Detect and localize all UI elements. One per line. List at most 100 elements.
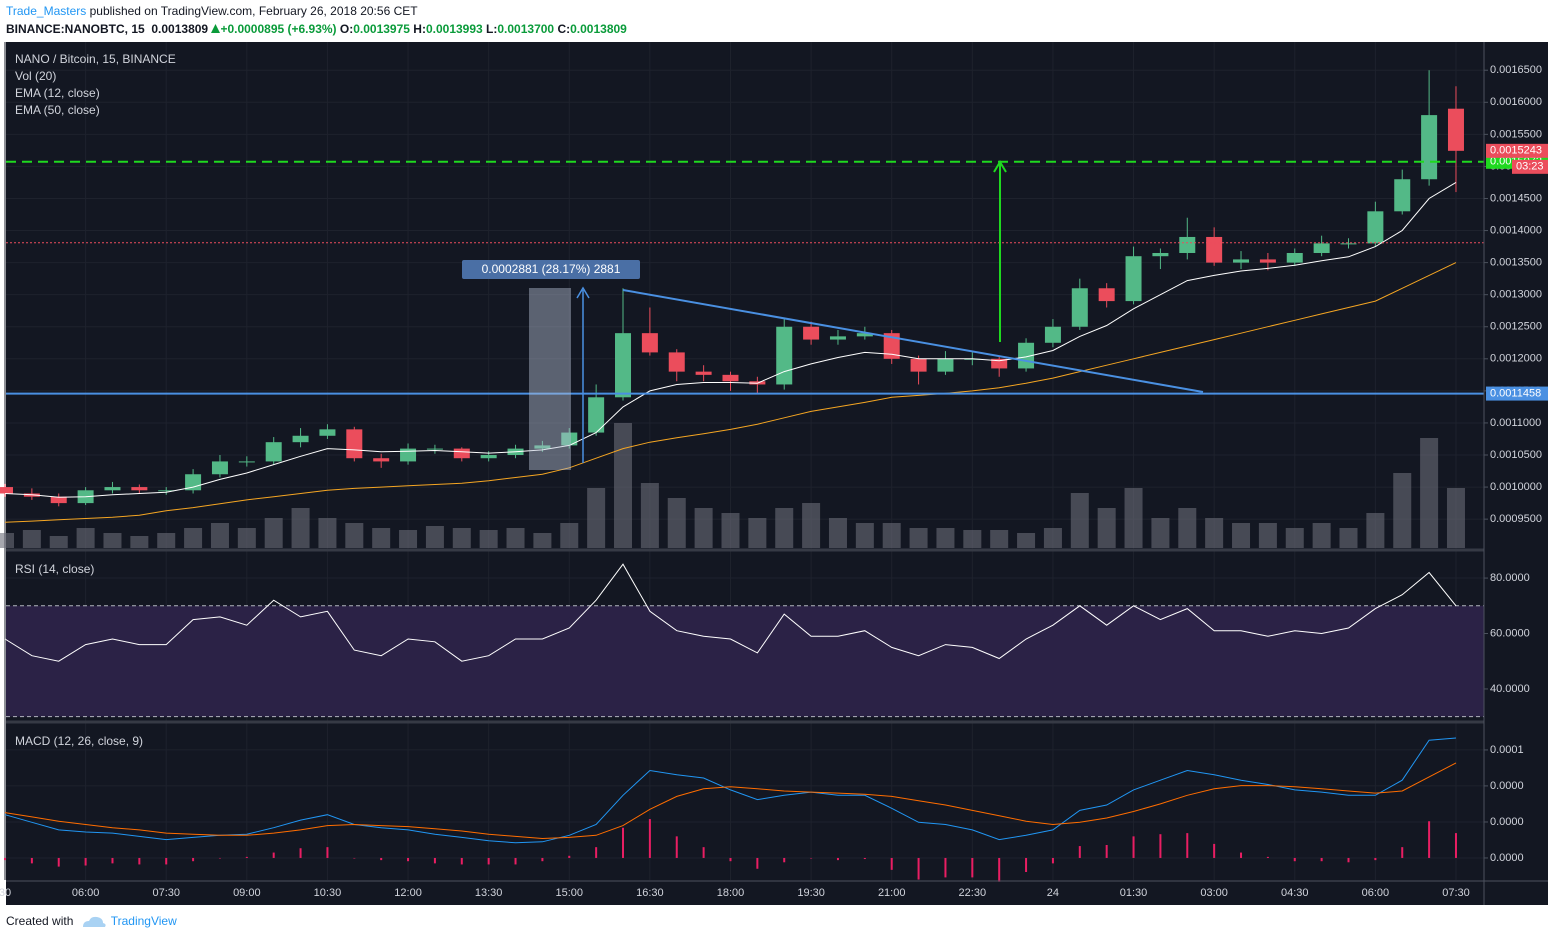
ema-line [4,181,1457,498]
volume-bar [1205,518,1224,548]
histogram-bar [648,819,651,858]
histogram-bar [729,857,732,862]
histogram-bar [1347,857,1350,863]
candle-body [1286,252,1303,263]
brand[interactable]: TradingView [110,914,177,928]
volume-bar [479,530,498,548]
y-tick-label: 0.0013500 [1490,257,1542,269]
y-tick-label: 0.0015500 [1490,128,1542,140]
volume-bar [775,508,794,548]
ohlc-key: H: [413,22,426,36]
y-tick-label: 0.0000 [1490,816,1524,828]
volume-bar [237,528,256,548]
author[interactable]: Trade_Masters [6,4,87,18]
histogram-bar [1401,847,1404,858]
volume-bar [614,423,633,548]
ohlc-value: 0.0013809 [570,22,627,36]
y-tick-label: 0.0001 [1490,744,1524,756]
histogram-bar [890,857,893,870]
histogram-bar [57,857,60,867]
created-with: Created with [6,914,74,928]
x-tick-label: 06:00 [1362,887,1390,899]
x-tick-label: 30 [0,887,11,899]
y-tick-label: 0.0013000 [1490,289,1542,301]
logo [82,916,106,927]
volume-bar [318,518,337,548]
price-tag-box [1486,143,1548,158]
countdown-box [1512,159,1548,174]
volume-bar [1097,508,1116,548]
candle-body [534,445,551,449]
candle-body [131,487,148,491]
candle-body [265,442,282,462]
header-line: Trade_Masters published on TradingView.c… [6,4,418,18]
candle-body [104,487,121,491]
x-tick-label: 16:30 [636,887,664,899]
ohlc-value: 0.0013700 [497,22,555,36]
volume-bar [694,508,713,548]
candle-body [588,397,605,433]
x-tick-label: 07:30 [1442,887,1470,899]
volume-bar [1070,493,1089,548]
y-tick-label: 0.0016000 [1490,96,1542,108]
histogram-bar [1428,821,1431,858]
volume-bar [882,523,901,548]
candle-body [1447,108,1464,151]
candle-body [238,461,255,463]
volume-bar [936,528,955,548]
candle-body [1233,259,1250,263]
candle-body [1206,236,1223,263]
candle-body [1421,115,1438,180]
histogram-bar [4,857,6,861]
candle-body [991,358,1008,369]
volume-bar [1285,528,1304,548]
histogram-bar [380,857,383,861]
volume-bar [640,483,659,548]
histogram-bar [1186,833,1189,858]
x-tick-label: 15:00 [556,887,584,899]
price-tag: 0.0015243 [1490,145,1542,157]
candle-body [561,432,578,446]
volume-bar [506,528,525,548]
candle-body [1071,288,1088,327]
histogram-bar [1374,857,1377,861]
volume-bar [103,533,122,548]
histogram-bar [407,857,410,862]
y-tick-label: 0.0016500 [1490,64,1542,76]
volume-bar [533,533,552,548]
ohlc-value: 0.0013993 [425,22,483,36]
measure-label-box [462,260,640,279]
volume-bar [1124,488,1143,548]
volume-bar [0,533,14,548]
volume-bar [1393,473,1412,548]
candle-body [453,448,470,459]
histogram-bar [165,857,168,865]
volume-bar [1366,513,1385,548]
histogram-bar [568,855,571,858]
volume-bar [76,528,95,548]
volume-bar [1339,528,1358,548]
candle-body [668,352,685,372]
x-tick-label: 03:00 [1200,887,1228,899]
x-tick-label: 07:30 [152,887,180,899]
candle-body [346,429,363,459]
y-tick-label: 0.0000 [1490,780,1524,792]
volume-bar [157,533,176,548]
y-tick-label: 0.0012500 [1490,321,1542,333]
histogram-bar [917,857,920,880]
histogram-bar [460,857,463,865]
x-tick-label: 22:30 [959,887,987,899]
volume-bar [130,536,149,548]
ohlc-key: C: [557,22,571,36]
volume-bar [802,503,821,548]
x-tick-label: 10:30 [314,887,342,899]
histogram-bar [702,847,705,858]
y-tick-label: 0.0010000 [1490,481,1542,493]
target-arrowhead [993,160,1007,173]
ohlc-key: O: [339,22,354,36]
band-fill [6,605,1484,717]
y-tick-label: 60.0000 [1490,627,1530,639]
change: +0.0000895 (+6.93%) [220,22,337,36]
candle-body [373,458,390,462]
measure-arrowhead [576,286,590,299]
